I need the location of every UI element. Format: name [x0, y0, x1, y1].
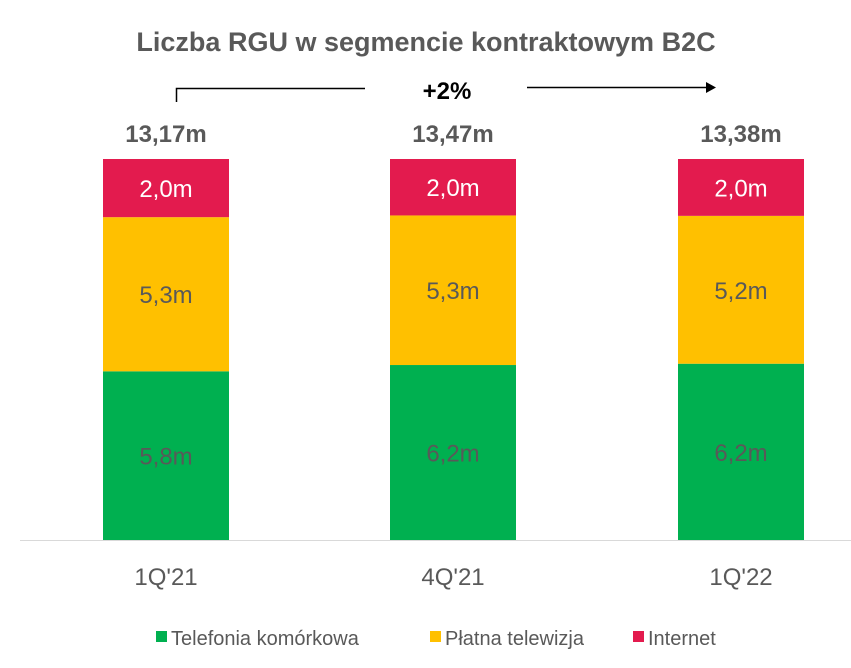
data-label: 5,8m — [139, 444, 192, 471]
bar-segment — [678, 363, 804, 540]
bar-segment — [103, 217, 229, 372]
bar-group: 6,2m 5,3m 2,0m 13,47m 4Q'21 — [390, 121, 516, 591]
legend-swatch — [430, 631, 441, 642]
growth-annotation: +2% — [175, 78, 716, 105]
bar-segment — [390, 365, 516, 540]
data-label: 5,3m — [426, 278, 479, 305]
growth-arrow-left-line — [175, 87, 365, 102]
legend-swatch — [633, 631, 644, 642]
bar-segment — [390, 159, 516, 216]
total-label: 13,47m — [412, 121, 493, 148]
x-tick-label: 4Q'21 — [421, 564, 484, 591]
data-label: 5,2m — [714, 278, 767, 305]
x-tick-label: 1Q'21 — [134, 564, 197, 591]
total-label: 13,38m — [700, 121, 781, 148]
data-label: 2,0m — [714, 175, 767, 202]
bar-segment — [390, 215, 516, 366]
total-label: 13,17m — [125, 121, 206, 148]
bar-segment — [678, 159, 804, 216]
data-label: 6,2m — [426, 441, 479, 468]
arrowhead-icon — [706, 82, 716, 93]
legend-swatch — [156, 631, 167, 642]
bar-segment — [103, 371, 229, 540]
legend-label: Płatna telewizja — [445, 628, 585, 650]
data-label: 6,2m — [714, 440, 767, 467]
x-tick-label: 1Q'22 — [709, 564, 772, 591]
bar-group: 6,2m 5,2m 2,0m 13,38m 1Q'22 — [678, 121, 804, 591]
legend-label: Internet — [648, 628, 716, 650]
data-label: 5,3m — [139, 282, 192, 309]
bar-group: 5,8m 5,3m 2,0m 13,17m 1Q'21 — [103, 121, 229, 591]
bar-segment — [678, 215, 804, 364]
growth-label: +2% — [423, 78, 472, 105]
data-label: 2,0m — [139, 176, 192, 203]
legend-label: Telefonia komórkowa — [171, 628, 360, 650]
data-label: 2,0m — [426, 175, 479, 202]
bar-segment — [103, 159, 229, 218]
chart-title: Liczba RGU w segmencie kontraktowym B2C — [136, 27, 715, 57]
legend: Telefonia komórkowa Płatna telewizja Inter… — [156, 628, 716, 650]
